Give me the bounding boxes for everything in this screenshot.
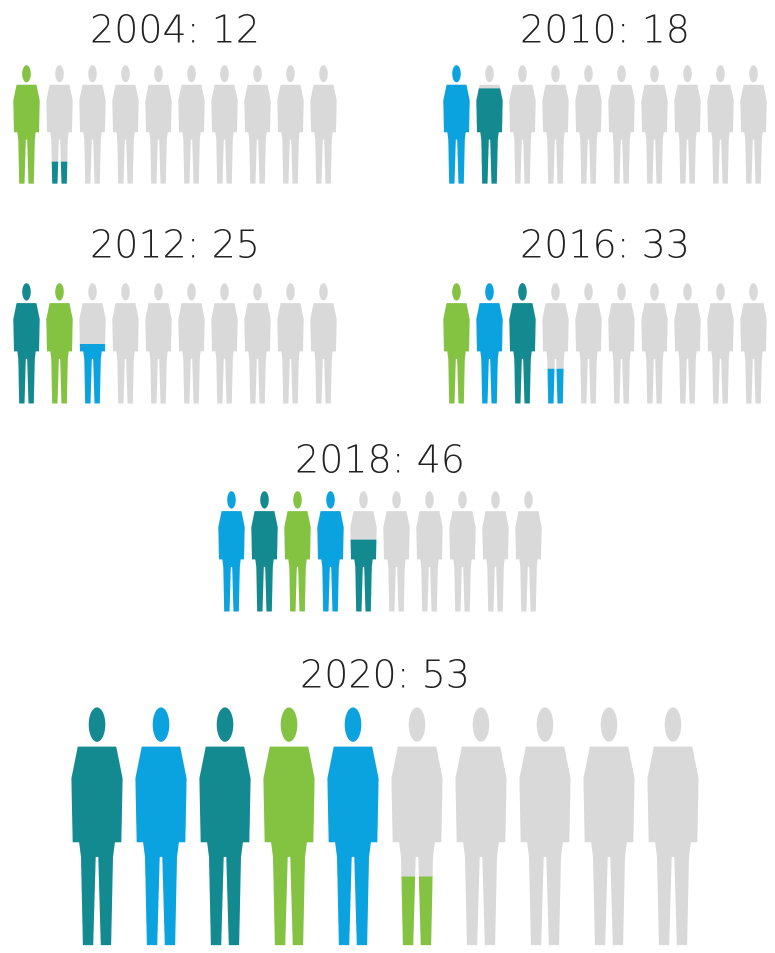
empty-figure: [211, 283, 237, 403]
empty-figure: [707, 65, 733, 183]
empty-figure: [740, 65, 766, 183]
empty-figure: [112, 65, 138, 183]
empty-figure: [482, 491, 508, 611]
empty-figure: [277, 283, 303, 403]
group-title: 2020: 53: [300, 653, 470, 697]
filled-figure: [251, 491, 277, 611]
pictogram-group: [13, 283, 336, 403]
filled-figure: [263, 707, 314, 945]
empty-figure: [583, 707, 634, 945]
empty-figure: [178, 65, 204, 183]
pictogram-group: [13, 65, 336, 183]
empty-figure: [383, 491, 409, 611]
filled-figure: [284, 491, 310, 611]
empty-figure: [244, 283, 270, 403]
empty-figure: [515, 491, 541, 611]
empty-figure: [641, 283, 667, 403]
pictogram-chart: 2004: 12 2010: 18 2012: 25 2016: 33 2018: 46…: [0, 0, 775, 953]
group-title: 2018: 46: [295, 438, 465, 482]
filled-figure: [443, 283, 469, 403]
filled-figure: [476, 65, 502, 183]
empty-figure: [79, 283, 105, 403]
group-title: 2010: 18: [520, 8, 690, 52]
filled-figures: [71, 707, 442, 945]
filled-figure: [71, 707, 122, 945]
filled-figure: [46, 283, 72, 403]
filled-figure: [509, 283, 535, 403]
filled-figure: [218, 491, 244, 611]
empty-figure: [416, 491, 442, 611]
empty-figure: [641, 65, 667, 183]
empty-figure: [575, 283, 601, 403]
empty-figure: [145, 65, 171, 183]
empty-figure: [509, 65, 535, 183]
filled-figure: [327, 707, 378, 945]
filled-figure: [350, 491, 376, 611]
filled-figures: [218, 491, 376, 611]
pictogram-group: [71, 707, 698, 945]
empty-figure: [79, 65, 105, 183]
filled-figure: [317, 491, 343, 611]
empty-figure: [542, 65, 568, 183]
empty-figure: [449, 491, 475, 611]
filled-figure: [476, 283, 502, 403]
empty-figure: [575, 65, 601, 183]
group-title: 2016: 33: [520, 223, 690, 267]
empty-figure: [310, 283, 336, 403]
pictogram-group: [443, 283, 766, 403]
empty-figure: [608, 283, 634, 403]
empty-figure: [519, 707, 570, 945]
empty-figure: [740, 283, 766, 403]
empty-figure: [211, 65, 237, 183]
empty-figure: [46, 65, 72, 183]
filled-figure: [443, 65, 469, 183]
filled-figures: [443, 65, 502, 183]
pictogram-group: [218, 491, 541, 611]
empty-figure: [542, 283, 568, 403]
filled-figure: [135, 707, 186, 945]
empty-figure: [145, 283, 171, 403]
empty-figure: [674, 283, 700, 403]
filled-figure: [13, 65, 39, 183]
filled-figure: [13, 283, 39, 403]
empty-figure: [112, 283, 138, 403]
empty-figure: [455, 707, 506, 945]
empty-figure: [310, 65, 336, 183]
empty-figure: [647, 707, 698, 945]
empty-figure: [391, 707, 442, 945]
group-title: 2004: 12: [90, 8, 260, 52]
empty-figure: [244, 65, 270, 183]
filled-figure: [199, 707, 250, 945]
empty-figure: [178, 283, 204, 403]
group-title: 2012: 25: [90, 223, 260, 267]
empty-figure: [674, 65, 700, 183]
empty-figure: [707, 283, 733, 403]
empty-figure: [277, 65, 303, 183]
empty-figure: [608, 65, 634, 183]
pictogram-group: [443, 65, 766, 183]
